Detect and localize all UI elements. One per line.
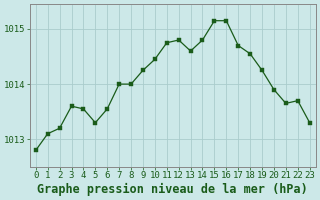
X-axis label: Graphe pression niveau de la mer (hPa): Graphe pression niveau de la mer (hPa) [37,183,308,196]
